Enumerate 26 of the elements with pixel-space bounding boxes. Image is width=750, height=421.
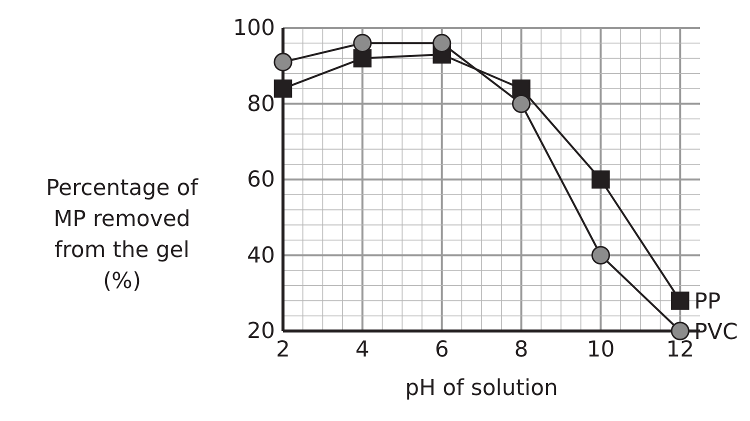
point xyxy=(432,34,452,52)
x-tick-label: 12 xyxy=(666,338,694,363)
x-tick-label: 2 xyxy=(276,338,290,363)
y-tick-label: 60 xyxy=(247,168,275,193)
series-label: PP xyxy=(694,290,721,315)
point xyxy=(512,94,531,114)
y-tick-label: 80 xyxy=(247,92,275,117)
point xyxy=(353,34,372,52)
y-tick-label: 20 xyxy=(247,319,275,344)
point xyxy=(671,292,690,310)
x-tick-label: 6 xyxy=(434,338,449,363)
point xyxy=(353,49,372,68)
x-tick-label: 10 xyxy=(586,338,615,363)
x-tick-label: 8 xyxy=(514,338,528,363)
x-tick-label: 4 xyxy=(355,338,370,363)
point xyxy=(670,322,690,340)
y-tick-label: 100 xyxy=(233,16,275,42)
point xyxy=(512,79,530,98)
point xyxy=(592,170,610,189)
x-axis-title: pH of solution xyxy=(405,376,558,401)
point xyxy=(274,52,292,72)
y-axis-title: Percentage of MP removed from the gel (%) xyxy=(46,176,200,294)
y-tick-label: 40 xyxy=(247,243,275,268)
point xyxy=(591,246,610,265)
point xyxy=(274,79,292,98)
series-label: PVC xyxy=(694,320,738,345)
